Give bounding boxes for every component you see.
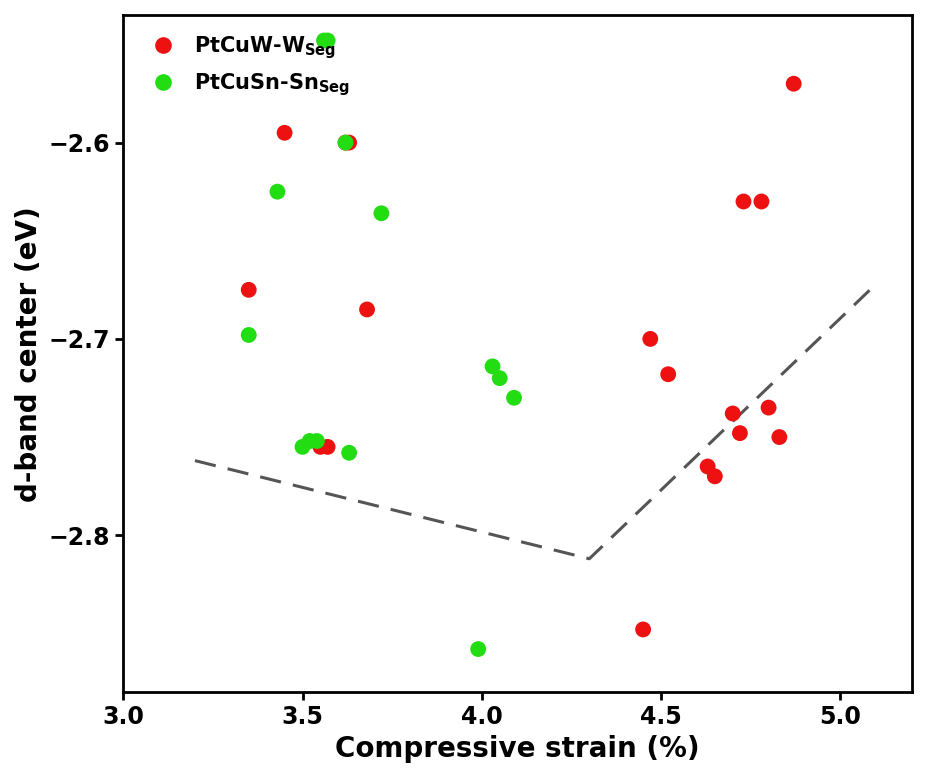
Point [317, 34, 332, 47]
Point [277, 127, 292, 139]
Point [338, 136, 353, 149]
Point [310, 435, 324, 447]
Point [302, 435, 317, 447]
Point [492, 372, 507, 384]
X-axis label: Compressive strain (%): Compressive strain (%) [336, 735, 700, 763]
Point [754, 195, 768, 208]
Point [241, 284, 256, 296]
Point [374, 207, 388, 219]
Point [636, 623, 651, 636]
Point [471, 643, 486, 655]
Point [360, 303, 375, 316]
Point [313, 440, 328, 453]
Point [661, 368, 676, 380]
Point [772, 431, 787, 443]
Point [342, 136, 357, 149]
Point [642, 333, 657, 345]
Point [320, 440, 335, 453]
Point [761, 401, 776, 414]
Point [786, 78, 801, 90]
Point [700, 461, 715, 473]
Legend: PtCuW-W$_{\mathregular{Seg}}$, PtCuSn-Sn$_{\mathregular{Seg}}$: PtCuW-W$_{\mathregular{Seg}}$, PtCuSn-Sn… [133, 26, 358, 106]
Point [320, 34, 335, 47]
Point [485, 360, 500, 373]
Point [507, 391, 522, 404]
Point [338, 136, 353, 149]
Point [725, 407, 740, 419]
Point [736, 195, 751, 208]
Point [732, 427, 747, 440]
Point [270, 185, 285, 198]
Y-axis label: d-band center (eV): d-band center (eV) [15, 205, 43, 502]
Point [295, 440, 310, 453]
Point [707, 470, 722, 482]
Point [342, 447, 357, 459]
Point [241, 329, 256, 342]
